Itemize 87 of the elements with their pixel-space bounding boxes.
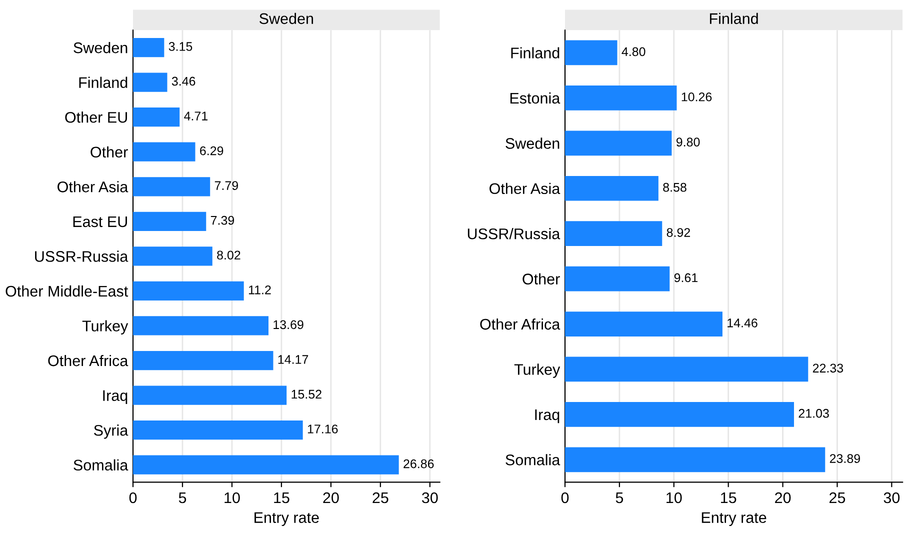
data-label: 7.79: [214, 181, 238, 190]
data-label: 4.80: [622, 47, 646, 56]
y-tick-label: Finland: [511, 47, 560, 58]
x-tick-label: 25: [372, 492, 388, 504]
x-tick-label: 0: [561, 492, 569, 504]
y-tick-label: East EU: [73, 216, 127, 228]
bar: [133, 350, 274, 370]
data-label: 17.16: [308, 424, 338, 434]
x-tick-label: 15: [721, 492, 736, 504]
bar: [133, 316, 268, 336]
data-label: 11.2: [248, 285, 271, 294]
y-tick-label: Syria: [94, 424, 128, 439]
y-tick-label: Sweden: [506, 138, 560, 149]
y-tick-label: Finland: [79, 76, 128, 88]
y-tick-label: Iraq: [103, 390, 128, 404]
data-label: 10.26: [682, 92, 712, 102]
bar: [133, 212, 206, 231]
y-tick-label: Estonia: [510, 92, 560, 104]
bar: [133, 420, 303, 440]
y-tick-label: Other Africa: [48, 354, 128, 366]
bar: [133, 281, 244, 301]
data-label: 9.80: [676, 138, 700, 147]
x-tick-label: 20: [775, 492, 791, 504]
bar: [565, 402, 794, 427]
x-tick-label: 15: [274, 492, 290, 504]
bar: [133, 108, 180, 127]
y-tick-label: Turkey: [514, 364, 560, 378]
y-tick-label: Sweden: [74, 42, 128, 54]
x-axis-title: Entry rate: [702, 512, 766, 526]
bar: [565, 221, 662, 246]
bar: [565, 312, 722, 336]
data-label: 3.15: [168, 42, 192, 51]
data-label: 14.17: [278, 355, 308, 364]
data-label: 8.92: [666, 228, 690, 237]
x-tick-label: 5: [178, 492, 186, 504]
y-tick-label: Other Africa: [480, 318, 560, 330]
data-label: 4.71: [184, 112, 208, 120]
data-label: 23.89: [830, 454, 860, 463]
y-tick-label: Turkey: [82, 320, 128, 334]
chart-title: Finland: [710, 12, 758, 24]
data-label: 8.58: [663, 182, 686, 192]
bar: [133, 72, 168, 92]
x-tick-label: 30: [884, 492, 900, 504]
bar: [133, 142, 196, 162]
data-label: 14.46: [728, 318, 758, 328]
x-tick-label: 20: [323, 492, 339, 504]
y-tick-label: Other EU: [65, 112, 127, 123]
data-label: 13.69: [274, 320, 304, 330]
data-label: 26.86: [404, 459, 434, 468]
bar: [133, 246, 212, 266]
bar: [565, 447, 826, 472]
x-axis-title: Entry rate: [254, 512, 319, 526]
x-tick-label: 0: [129, 492, 137, 504]
y-tick-label: Other: [90, 146, 128, 158]
data-label: 3.46: [172, 76, 196, 86]
y-tick-label: Somalia: [506, 454, 560, 466]
data-label: 7.39: [210, 216, 234, 225]
chart-title: Sweden: [259, 12, 314, 24]
y-tick-label: Somalia: [74, 459, 128, 471]
y-tick-label: Iraq: [535, 409, 560, 424]
x-tick-label: 10: [224, 492, 240, 504]
y-tick-label: Other Asia: [58, 181, 128, 192]
data-label: 21.03: [798, 408, 829, 418]
y-tick-label: USSR-Russia: [35, 250, 128, 262]
data-label: 8.02: [217, 250, 240, 260]
bar: [565, 40, 618, 66]
x-tick-label: 5: [616, 492, 624, 504]
bar: [565, 176, 658, 201]
data-label: 9.61: [674, 273, 698, 282]
y-tick-label: Other Asia: [490, 182, 560, 194]
bar: [133, 38, 164, 58]
data-label: 6.29: [200, 146, 224, 156]
data-label: 22.33: [812, 364, 844, 373]
bar: [565, 356, 808, 382]
y-tick-label: Other Middle-East: [6, 285, 128, 297]
y-tick-label: USSR/Russia: [468, 228, 560, 240]
bar: [133, 386, 287, 405]
bar: [133, 177, 210, 196]
y-tick-label: Other: [522, 273, 560, 284]
bar: [565, 266, 670, 292]
x-tick-label: 30: [422, 492, 438, 504]
x-tick-label: 25: [830, 492, 846, 504]
data-label: 15.52: [292, 390, 322, 399]
x-tick-label: 10: [666, 492, 682, 504]
bar: [565, 130, 672, 156]
bar: [133, 455, 399, 474]
bar: [565, 86, 677, 110]
